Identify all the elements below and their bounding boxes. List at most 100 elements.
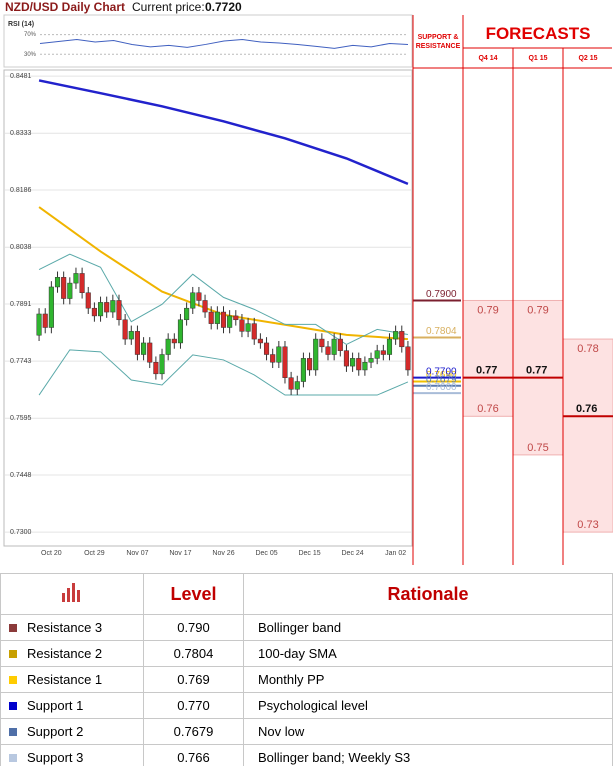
level-label: 0.7804 xyxy=(426,326,457,337)
level-value: 0.766 xyxy=(177,750,210,766)
x-tick-label: Nov 17 xyxy=(169,550,191,557)
candle-body xyxy=(337,338,343,351)
table-cell: Support 1 xyxy=(0,692,144,719)
candle-body xyxy=(282,346,288,378)
x-tick-label: Oct 29 xyxy=(84,550,105,557)
candle-body xyxy=(294,381,300,390)
level-label: 0.7700 xyxy=(426,366,457,377)
y-tick-label: 0.7300 xyxy=(10,529,32,536)
candle-body xyxy=(307,358,313,371)
candle-body xyxy=(153,361,159,375)
candle-body xyxy=(368,358,374,363)
x-tick-label: Dec 24 xyxy=(342,550,364,557)
level-rationale: Monthly PP xyxy=(258,672,325,688)
forecast-low-label: 0.76 xyxy=(477,403,498,415)
column-label: Q2 15 xyxy=(578,55,597,62)
candle-body xyxy=(97,302,104,317)
icon-cell xyxy=(0,573,144,615)
column-label: Q4 14 xyxy=(478,55,497,62)
y-tick-label: 0.8333 xyxy=(10,130,32,137)
candle-body xyxy=(190,292,196,309)
candle-body xyxy=(159,354,165,375)
candle-body xyxy=(405,346,411,371)
chart: NZD/USD Daily Chart Current price: 0.772… xyxy=(3,0,613,565)
candle-body xyxy=(48,286,54,328)
side-title: SUPPORT & RESISTANCE xyxy=(415,34,461,50)
candle-body xyxy=(104,302,110,313)
candle-body xyxy=(36,313,42,336)
level-name: Support 3 xyxy=(27,750,84,766)
bar-icon xyxy=(62,582,80,602)
forecast-mid-label: 0.77 xyxy=(526,365,547,377)
candle-body xyxy=(270,354,276,363)
x-tick-label: Nov 07 xyxy=(126,550,148,557)
indicator-line xyxy=(38,79,409,186)
table-row: Resistance 3 0.790 Bollinger band xyxy=(0,614,613,641)
candle-body xyxy=(134,331,140,355)
column-label: Q1 15 xyxy=(528,55,547,62)
rationale-header: Rationale xyxy=(243,573,613,615)
candle-body xyxy=(79,273,85,294)
table-row: Support 3 0.766 Bollinger band; Weekly S3 xyxy=(0,744,613,766)
candle-body xyxy=(362,361,368,371)
table-cell: 0.766 xyxy=(143,744,244,766)
candle-body xyxy=(300,358,306,382)
candle-body xyxy=(42,313,48,328)
candle-body xyxy=(91,307,97,317)
level-label: 0.7660 xyxy=(426,382,457,393)
candle-body xyxy=(393,331,399,340)
level-name: Resistance 1 xyxy=(27,672,103,688)
rsi-line xyxy=(39,39,409,49)
level-header: Level xyxy=(143,573,244,615)
table-cell: Resistance 1 xyxy=(0,666,144,693)
forecast-mid-label: 0.76 xyxy=(576,403,597,415)
table-cell: Support 3 xyxy=(0,744,144,766)
candle-body xyxy=(110,300,116,313)
candle-body xyxy=(313,338,319,371)
candle-body xyxy=(184,307,190,321)
x-tick-label: Dec 05 xyxy=(255,550,277,557)
table-cell: Monthly PP xyxy=(243,666,613,693)
candle-body xyxy=(233,315,239,321)
candle-body xyxy=(343,350,350,367)
table-cell: Nov low xyxy=(243,718,613,745)
level-rationale: Psychological level xyxy=(258,698,368,714)
level-swatch xyxy=(9,702,17,711)
level-label: 0.7679 xyxy=(426,374,457,385)
table-cell: 0.770 xyxy=(143,692,244,719)
forecast-high-label: 0.79 xyxy=(477,304,498,316)
level-rationale: 100-day SMA xyxy=(258,646,337,662)
forecast-low-label: 0.73 xyxy=(577,519,598,531)
candle-body xyxy=(116,300,122,321)
indicator-line xyxy=(38,253,409,346)
candle-body xyxy=(288,377,294,390)
table-cell: Support 2 xyxy=(0,718,144,745)
candle-body xyxy=(399,331,405,348)
candle-body xyxy=(128,331,134,340)
x-tick-label: Jan 02 xyxy=(385,550,406,557)
candle-body xyxy=(356,358,362,371)
y-tick-label: 0.7743 xyxy=(10,358,32,365)
level-name: Support 2 xyxy=(27,724,84,740)
table-row: Support 2 0.7679 Nov low xyxy=(0,718,613,745)
candle-body xyxy=(73,273,79,284)
chart-title: NZD/USD Daily Chart xyxy=(5,0,125,14)
candle-body xyxy=(380,350,386,355)
levels-table: Level Rationale Resistance 3 0.790 Bolling… xyxy=(0,573,613,766)
candle-body xyxy=(245,323,251,332)
level-swatch xyxy=(9,676,17,685)
candle-body xyxy=(196,292,202,301)
candle-body xyxy=(122,319,128,340)
candle-body xyxy=(85,292,91,309)
candle-body xyxy=(208,311,214,324)
level-swatch xyxy=(9,650,17,659)
candle-body xyxy=(386,338,393,355)
x-tick-label: Dec 15 xyxy=(298,550,320,557)
table-row: Resistance 2 0.7804 100-day SMA xyxy=(0,640,613,667)
candle-body xyxy=(214,311,220,324)
candle-body xyxy=(202,300,208,313)
candle-body xyxy=(61,277,67,299)
y-tick-label: 0.8481 xyxy=(10,73,32,80)
current-price: 0.7720 xyxy=(205,0,242,14)
